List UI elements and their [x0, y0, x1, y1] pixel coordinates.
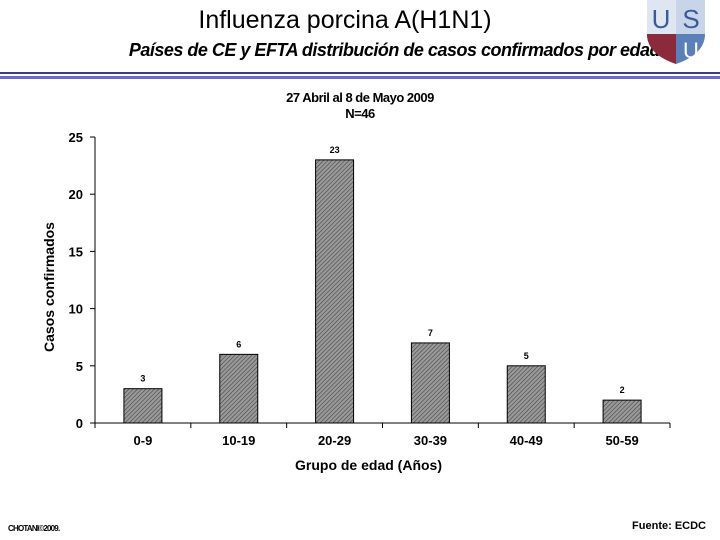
- svg-text:S: S: [682, 4, 699, 34]
- bar: [602, 399, 642, 424]
- y-tick-label: 5: [76, 359, 83, 374]
- svg-text:U: U: [652, 4, 671, 34]
- university-logo: U S U: [647, 0, 705, 64]
- copyright: CHOTANI©2009.: [8, 524, 60, 533]
- y-tick-label: 20: [69, 187, 83, 202]
- x-tick-label: 10-19: [222, 433, 255, 448]
- y-axis-title: Casos confirmados: [41, 222, 57, 352]
- data-label: 23: [330, 145, 340, 155]
- x-tick-label: 30-39: [414, 433, 447, 448]
- y-tick-label: 0: [76, 416, 83, 431]
- svg-text:U: U: [683, 38, 699, 63]
- header-divider: [0, 72, 720, 74]
- chart-title: 27 Abril al 8 de Mayo 2009: [286, 90, 434, 105]
- bar: [219, 353, 259, 424]
- y-tick-label: 15: [69, 244, 83, 259]
- slide-title: Influenza porcina A(H1N1): [198, 6, 492, 34]
- bar: [506, 365, 546, 424]
- x-tick-label: 50-59: [605, 433, 638, 448]
- bar: [410, 342, 450, 424]
- x-tick-label: 20-29: [318, 433, 351, 448]
- data-label: 7: [428, 328, 433, 338]
- data-label: 3: [140, 374, 145, 384]
- header-divider-2: [0, 76, 720, 79]
- chart-subtitle: N=46: [345, 106, 375, 121]
- slide-subtitle: Países de CE y EFTA distribución de caso…: [128, 40, 661, 60]
- source: Fuente: ECDC: [632, 520, 706, 532]
- x-tick-label: 40-49: [510, 433, 543, 448]
- data-label: 5: [524, 351, 529, 361]
- x-axis-title: Grupo de edad (Años): [295, 457, 442, 473]
- x-tick-label: 0-9: [134, 433, 153, 448]
- bar: [123, 388, 163, 424]
- y-tick-label: 10: [69, 302, 83, 317]
- bar: [315, 159, 355, 424]
- y-tick-label: 25: [69, 130, 83, 145]
- data-label: 2: [620, 385, 625, 395]
- data-label: 6: [236, 339, 241, 349]
